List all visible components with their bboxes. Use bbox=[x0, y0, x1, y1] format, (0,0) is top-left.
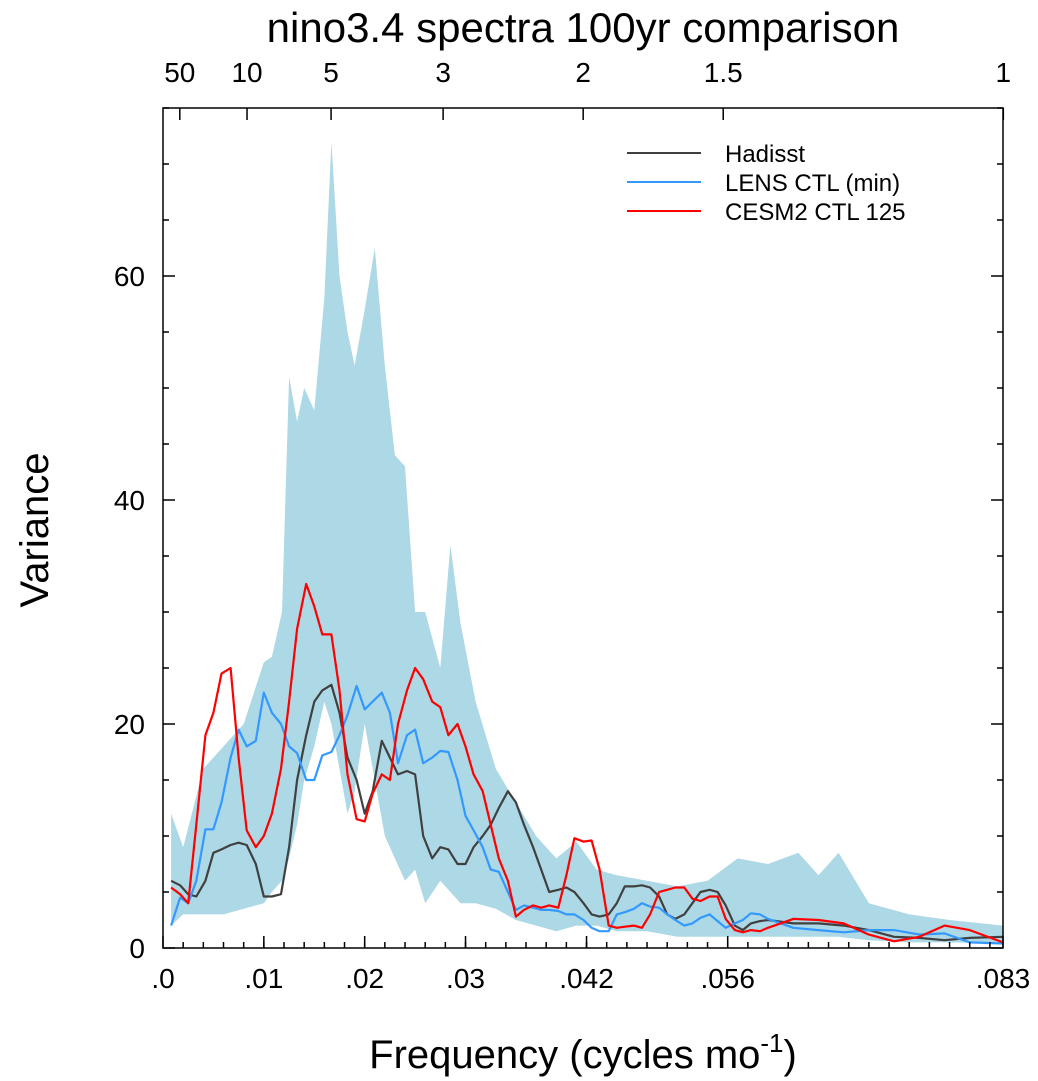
bottom-tick-label: .056 bbox=[700, 963, 755, 994]
y-tick-label: 20 bbox=[114, 709, 145, 740]
x-axis-label-main: Frequency (cycles mo bbox=[369, 1033, 760, 1077]
bottom-tick-label: .01 bbox=[244, 963, 283, 994]
x-axis-label: Frequency (cycles mo-1) bbox=[369, 1028, 797, 1077]
legend-label-2: CESM2 CTL 125 bbox=[725, 199, 906, 226]
legend-label-0: Hadisst bbox=[725, 141, 805, 168]
y-tick-label: 40 bbox=[114, 485, 145, 516]
top-tick-label: 10 bbox=[231, 57, 262, 88]
top-tick-label: 1.5 bbox=[704, 57, 743, 88]
x-axis-label-close: ) bbox=[784, 1033, 797, 1077]
bottom-tick-label: .0 bbox=[151, 963, 174, 994]
series-line-2 bbox=[170, 582, 1004, 944]
variance-range-band-layer bbox=[171, 141, 1004, 944]
top-tick-label: 50 bbox=[164, 57, 195, 88]
top-tick-label: 1 bbox=[996, 57, 1012, 88]
top-tick-label: 5 bbox=[323, 57, 339, 88]
chart-title: nino3.4 spectra 100yr comparison bbox=[267, 4, 900, 51]
legend-label-1: LENS CTL (min) bbox=[725, 170, 900, 197]
bottom-tick-label: .083 bbox=[976, 963, 1031, 994]
x-axis-label-superscript: -1 bbox=[760, 1028, 783, 1058]
y-axis-label: Variance bbox=[13, 453, 57, 608]
series-line-0 bbox=[170, 683, 1004, 942]
y-tick-label: 0 bbox=[129, 933, 145, 964]
bottom-tick-label: .02 bbox=[345, 963, 384, 994]
top-tick-label: 3 bbox=[435, 57, 451, 88]
variance-range-band bbox=[171, 141, 1004, 944]
bottom-tick-label: .03 bbox=[446, 963, 485, 994]
bottom-tick-label: .042 bbox=[559, 963, 614, 994]
y-tick-label: 60 bbox=[114, 261, 145, 292]
top-tick-label: 2 bbox=[575, 57, 591, 88]
series-lines-layer bbox=[170, 582, 1004, 945]
